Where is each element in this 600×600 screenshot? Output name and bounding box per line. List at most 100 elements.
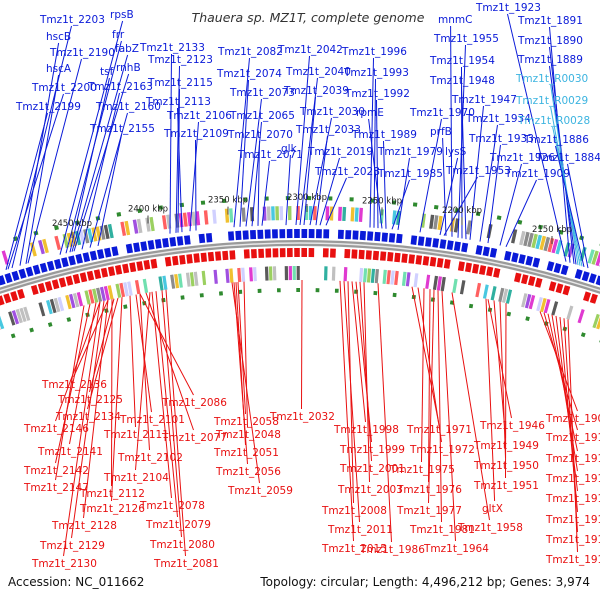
gene-label: Tmz1t_1913 (545, 493, 600, 505)
inner-marker (47, 322, 53, 327)
forward-cog-band (107, 223, 114, 239)
forward-gene-arrow (39, 262, 48, 273)
gene-label: hscB (46, 31, 71, 43)
reverse-gene-arrow (465, 262, 472, 273)
leader-line (145, 292, 194, 431)
reverse-gene-arrow (122, 263, 130, 274)
leader-line (391, 179, 410, 230)
gene-label: Tmz1t_1985 (377, 168, 443, 180)
forward-gene-arrow (410, 235, 418, 245)
scale-tick-label: 2300 kbp (287, 193, 327, 203)
gene-label: Tmz1t_2123 (147, 54, 213, 66)
inner-marker (580, 332, 586, 338)
leader-line (81, 92, 120, 250)
leader-line (71, 300, 105, 539)
gene-label: rnhB (116, 62, 141, 74)
reverse-cog-band (57, 296, 65, 312)
reverse-cog-band (490, 286, 497, 301)
forward-gene-arrow (147, 240, 155, 250)
leader-line (428, 289, 431, 483)
forward-gene-arrow (425, 237, 432, 247)
gene-label: Tmz1t_1916 (545, 554, 600, 566)
gene-label: Tmz1t_2074 (216, 68, 282, 80)
gene-label: Tmz1t_1981 (409, 524, 475, 536)
reverse-cog-band (84, 290, 91, 305)
reverse-cog-band (459, 280, 466, 295)
gene-label: Tmz1t_2080 (149, 539, 215, 551)
reverse-cog-band (370, 268, 376, 283)
forward-gene-arrow (111, 246, 119, 257)
forward-gene-arrow (54, 258, 62, 270)
gene-label: Tmz1t_1989 (351, 129, 417, 141)
forward-gene-arrow (264, 229, 271, 239)
leader-line (301, 280, 303, 410)
gene-label: Tmz1t_2155 (89, 123, 155, 135)
leader-line (303, 96, 316, 226)
reverse-gene-arrow (301, 247, 307, 257)
forward-gene-labels: Tmz1t_2203 rpsB hscB frr Tmz1t_2190 fabZ hscA t… (15, 2, 600, 180)
forward-cog-band (313, 206, 317, 221)
gene-label: Tmz1t_2051 (213, 447, 279, 459)
forward-gene-arrow (75, 253, 83, 264)
forward-gene-arrow (104, 247, 112, 258)
reverse-gene-arrow (272, 248, 279, 258)
gene-label: Tmz1t_1886 (523, 134, 589, 146)
forward-cog-band (29, 242, 37, 257)
forward-gene-arrow (250, 230, 257, 240)
gene-label: Tmz1t_2102 (117, 452, 183, 464)
gene-label: Tmz1t_2133 (139, 42, 205, 54)
leader-line (73, 73, 130, 252)
reverse-gene-arrow (344, 249, 351, 259)
forward-gene-arrow (89, 250, 98, 261)
forward-cog-band (591, 250, 599, 265)
forward-gene-arrow (595, 275, 600, 286)
forward-cog-band (535, 234, 542, 250)
forward-cog-band (42, 238, 49, 254)
reverse-cog-band (193, 271, 199, 286)
reverse-cog-band (592, 313, 600, 329)
reverse-cog-band (540, 298, 547, 313)
reverse-gene-arrow (207, 251, 215, 262)
gene-label: Tmz1t_1950 (473, 460, 539, 472)
reverse-cog-band (185, 272, 191, 287)
forward-gene-arrow (96, 249, 105, 260)
outer-marker (137, 208, 143, 214)
forward-gene-arrow (61, 257, 69, 268)
reverse-cog-band (162, 275, 168, 290)
reverse-cog-band (119, 282, 126, 298)
forward-gene-arrow (367, 231, 374, 241)
gene-label: Tmz1t_2001 (339, 463, 405, 475)
gene-label: Tmz1t_1992 (344, 88, 410, 100)
gene-label: Tmz1t_1999 (339, 444, 405, 456)
reverse-gene-arrow (486, 266, 494, 277)
reverse-cog-band (394, 270, 399, 286)
outer-marker (538, 224, 543, 230)
leader-line (161, 290, 182, 538)
forward-cog-band (429, 214, 435, 229)
reverse-gene-arrow (372, 250, 380, 261)
scale-tick-label: 2150 kbp (532, 225, 572, 235)
reverse-cog-band (49, 298, 57, 314)
leader-line (487, 144, 501, 244)
inner-marker (257, 288, 262, 293)
gene-label: Tmz1t_2203 (39, 14, 105, 26)
gene-label: Tmz1t_1947 (451, 94, 517, 106)
gene-label: Tmz1t_1890 (517, 35, 583, 47)
reverse-cog-band (46, 299, 53, 315)
forward-cog-band (453, 218, 460, 233)
forward-gene-arrow (316, 229, 322, 239)
forward-gene-arrow (162, 238, 169, 248)
outer-marker (475, 211, 481, 217)
outer-marker (391, 200, 397, 205)
reverse-gene-arrow (100, 267, 109, 278)
leader-line (239, 79, 249, 227)
forward-cog-band (511, 229, 518, 244)
reverse-cog-band (142, 278, 149, 293)
gene-label: Tmz1t_2011 (327, 524, 393, 536)
reverse-cog-band (386, 270, 391, 285)
reverse-cog-band (536, 297, 543, 312)
leader-line (376, 99, 379, 229)
scale-tick-label: 2450 kbp (52, 219, 92, 229)
leader-line (339, 280, 354, 542)
forward-cog-band (87, 228, 94, 243)
